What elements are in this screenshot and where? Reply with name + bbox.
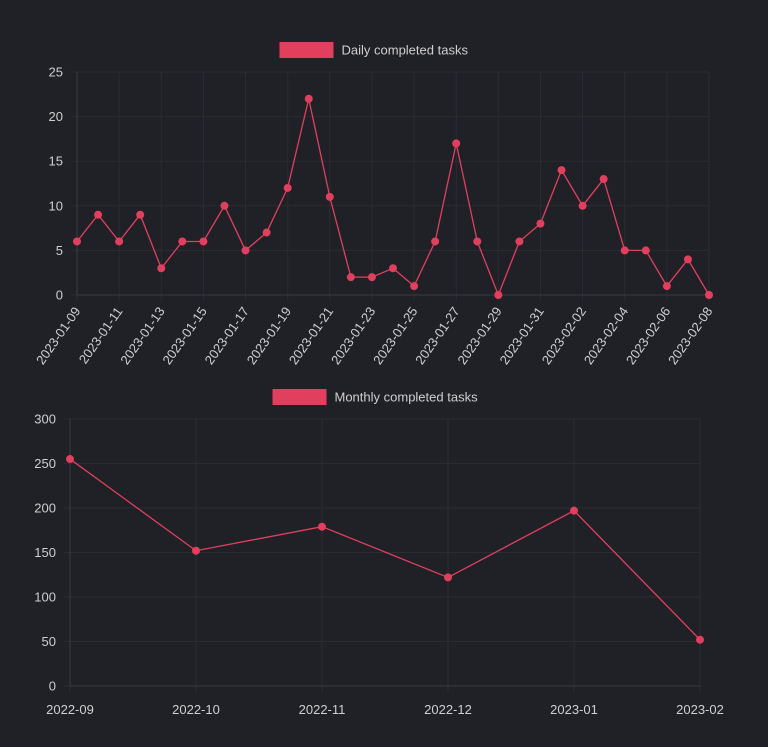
data-point (642, 246, 650, 254)
data-point (494, 291, 502, 299)
data-point (431, 237, 439, 245)
y-tick-label: 5 (56, 243, 63, 258)
daily-tasks-chart: 05101520252023-01-092023-01-112023-01-13… (0, 0, 768, 380)
data-point (157, 264, 165, 272)
data-point (570, 507, 578, 515)
data-point (515, 237, 523, 245)
y-tick-label: 50 (42, 634, 56, 649)
data-point (242, 246, 250, 254)
y-tick-label: 25 (49, 65, 63, 80)
y-tick-label: 20 (49, 109, 63, 124)
data-point (368, 273, 376, 281)
x-tick-label: 2022-09 (46, 702, 94, 717)
data-point (663, 282, 671, 290)
x-tick-label: 2022-10 (172, 702, 220, 717)
data-point (220, 202, 228, 210)
legend-label: Monthly completed tasks (335, 390, 479, 405)
x-tick-label: 2023-01 (550, 702, 598, 717)
data-point (326, 193, 334, 201)
data-point (389, 264, 397, 272)
data-point (621, 246, 629, 254)
data-point (600, 175, 608, 183)
data-point (558, 166, 566, 174)
data-point (347, 273, 355, 281)
legend[interactable]: Monthly completed tasks (273, 389, 479, 405)
y-tick-label: 150 (34, 545, 56, 560)
legend-swatch (280, 42, 334, 58)
x-tick-label: 2023-02 (676, 702, 724, 717)
y-tick-label: 15 (49, 154, 63, 169)
data-point (115, 237, 123, 245)
x-tick-label: 2022-12 (424, 702, 472, 717)
legend-swatch (273, 389, 327, 405)
data-point (536, 220, 544, 228)
y-tick-label: 250 (34, 456, 56, 471)
y-tick-label: 300 (34, 412, 56, 427)
y-tick-label: 200 (34, 501, 56, 516)
data-point (263, 229, 271, 237)
y-tick-label: 10 (49, 198, 63, 213)
monthly-tasks-chart: 0 50 100 150 200 250 300 2022-09 2022-10 2022-11 2… (0, 380, 768, 747)
y-tick-label: 100 (34, 590, 56, 605)
data-point (199, 237, 207, 245)
data-point (94, 211, 102, 219)
data-point (73, 237, 81, 245)
data-point (444, 573, 452, 581)
data-point (579, 202, 587, 210)
legend[interactable]: Daily completed tasks (280, 42, 469, 58)
data-point (192, 547, 200, 555)
y-tick-label: 0 (49, 679, 56, 694)
legend-label: Daily completed tasks (342, 43, 469, 58)
data-point (284, 184, 292, 192)
data-point (66, 455, 74, 463)
data-point (452, 139, 460, 147)
x-tick-label: 2022-11 (299, 702, 346, 717)
data-point (473, 237, 481, 245)
data-point (705, 291, 713, 299)
data-point (410, 282, 418, 290)
data-point (136, 211, 144, 219)
data-point (305, 95, 313, 103)
data-point (684, 255, 692, 263)
data-point (696, 636, 704, 644)
y-tick-label: 0 (56, 288, 63, 303)
data-point (178, 237, 186, 245)
series-line (70, 459, 700, 640)
data-point (318, 523, 326, 531)
